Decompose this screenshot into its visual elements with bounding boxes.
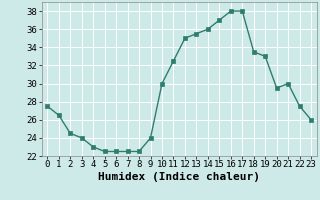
X-axis label: Humidex (Indice chaleur): Humidex (Indice chaleur) — [98, 172, 260, 182]
